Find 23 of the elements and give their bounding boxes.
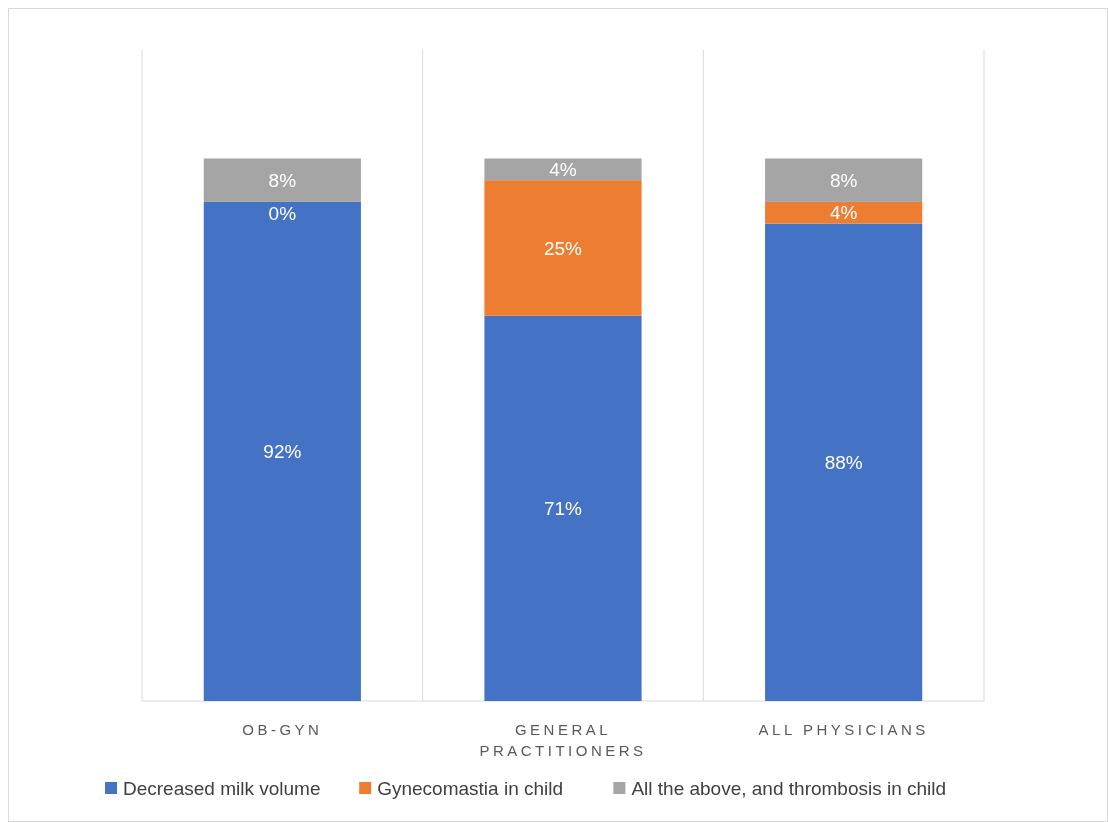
bar xyxy=(765,223,923,701)
x-tick-label: OB-GYN xyxy=(242,721,323,738)
data-label: 4% xyxy=(549,159,577,180)
legend-label: All the above, and thrombosis in child xyxy=(631,777,947,799)
data-label: 8% xyxy=(829,169,858,191)
data-label: 0% xyxy=(268,202,297,224)
data-label: 4% xyxy=(829,202,858,224)
data-label: 71% xyxy=(543,498,583,520)
bar xyxy=(484,315,642,701)
data-label: 8% xyxy=(268,169,297,191)
bar xyxy=(203,201,361,701)
bar xyxy=(484,158,642,181)
data-label: 25% xyxy=(543,237,583,259)
bar xyxy=(765,201,923,224)
data-label: 92% xyxy=(263,441,302,463)
x-tick-label: ALL PHYSICIANS xyxy=(758,721,929,738)
legend-label: Decreased milk volume xyxy=(123,777,321,799)
bar xyxy=(765,158,923,202)
data-label: 88% xyxy=(824,451,863,473)
x-tick-label: GENERAL PRACTITIONERS xyxy=(479,721,647,759)
bar xyxy=(484,180,642,316)
bar xyxy=(203,158,361,202)
legend-label: Gynecomastia in child xyxy=(377,777,564,799)
